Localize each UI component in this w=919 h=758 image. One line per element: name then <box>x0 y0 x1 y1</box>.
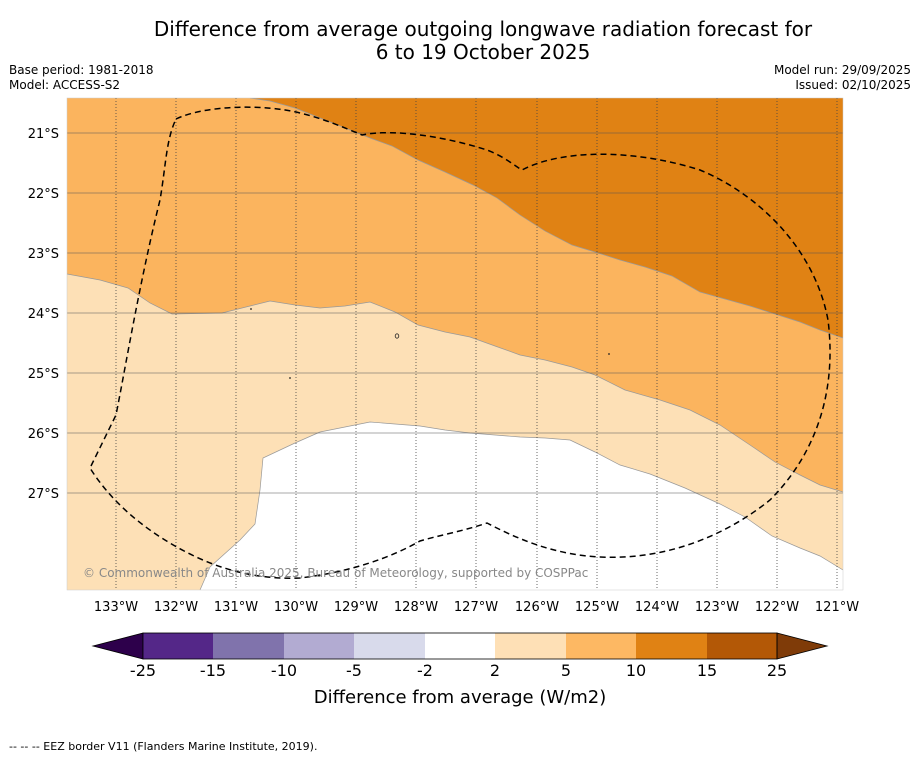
colorbar-swatch <box>284 633 355 659</box>
colorbar-tick: -2 <box>417 661 433 680</box>
colorbar-tick: 10 <box>626 661 646 680</box>
lon-label: 126°W <box>515 600 559 615</box>
map-figure: © Commonwealth of Australia 2025, Bureau… <box>28 97 859 708</box>
colorbar-swatch <box>425 633 496 659</box>
island-outline <box>394 333 400 339</box>
islands <box>250 308 610 379</box>
lon-label: 124°W <box>635 600 679 615</box>
colorbar-ticks: -25 -15 -10 -5 -2 2 5 10 15 25 <box>130 661 787 680</box>
colorbar-tick: 25 <box>767 661 787 680</box>
colorbar-swatch <box>566 633 637 659</box>
lon-label: 128°W <box>394 600 438 615</box>
lon-label: 132°W <box>154 600 198 615</box>
colorbar-swatch <box>495 633 566 659</box>
map-frame <box>66 97 844 591</box>
lon-label: 125°W <box>575 600 619 615</box>
model-text: Model: ACCESS-S2 <box>9 78 121 92</box>
base-period-text: Base period: 1981-2018 <box>9 63 154 77</box>
colorbar-swatch <box>636 633 707 659</box>
island-dot <box>289 377 291 379</box>
colorbar-tick: -15 <box>200 661 226 680</box>
lon-label: 129°W <box>334 600 378 615</box>
lon-label: 122°W <box>755 600 799 615</box>
model-run-text: Model run: 29/09/2025 <box>773 63 911 77</box>
issued-text: Issued: 02/10/2025 <box>795 78 911 92</box>
lon-axis-labels: 133°W 132°W 131°W 130°W 129°W 128°W 127°… <box>94 600 859 615</box>
lon-label: 133°W <box>94 600 138 615</box>
colorbar-tick: -5 <box>346 661 362 680</box>
lat-label: 25°S <box>28 367 59 382</box>
lat-label: 26°S <box>28 427 59 442</box>
chart-title: Difference from average outgoing longwav… <box>153 17 813 64</box>
lat-label: 21°S <box>28 127 59 142</box>
colorbar: -25 -15 -10 -5 -2 2 5 10 15 25 Differenc… <box>91 632 829 708</box>
metadata-left: Base period: 1981-2018 Model: ACCESS-S2 <box>9 63 154 93</box>
lat-label: 22°S <box>28 187 59 202</box>
colorbar-tick: -25 <box>130 661 156 680</box>
lat-label: 27°S <box>28 487 59 502</box>
lon-label: 130°W <box>274 600 318 615</box>
lat-axis-labels: 21°S 22°S 23°S 24°S 25°S 26°S 27°S <box>28 127 59 502</box>
lon-label: 121°W <box>815 600 859 615</box>
lon-gridlines <box>115 98 838 590</box>
lat-gridlines <box>67 132 843 494</box>
map-plot-area: © Commonwealth of Australia 2025, Bureau… <box>67 98 843 590</box>
colorbar-outline <box>142 632 778 660</box>
colorbar-tick: 2 <box>490 661 500 680</box>
lat-label: 23°S <box>28 247 59 262</box>
lon-label: 123°W <box>695 600 739 615</box>
band-neutral <box>200 422 843 590</box>
colorbar-swatch <box>707 633 778 659</box>
colorbar-over-arrow <box>776 632 829 660</box>
colorbar-swatch <box>354 633 425 659</box>
colorbar-tick: -10 <box>271 661 297 680</box>
band-10-15 <box>250 98 843 338</box>
island-dot <box>608 353 610 355</box>
lon-label: 127°W <box>454 600 498 615</box>
island-dot <box>250 308 252 310</box>
colorbar-swatch <box>213 633 284 659</box>
colorbar-swatch <box>143 633 214 659</box>
lon-label: 131°W <box>214 600 258 615</box>
metadata-right: Model run: 29/09/2025 Issued: 02/10/2025 <box>774 63 911 93</box>
colorbar-tick: 15 <box>697 661 717 680</box>
lat-label: 24°S <box>28 307 59 322</box>
colorbar-tick: 5 <box>561 661 571 680</box>
copyright-watermark: © Commonwealth of Australia 2025, Bureau… <box>83 566 588 580</box>
eez-footnote: -- -- -- EEZ border V11 (Flanders Marine… <box>9 740 318 753</box>
colorbar-label: Difference from average (W/m2) <box>314 687 606 708</box>
colorbar-under-arrow <box>91 632 144 660</box>
